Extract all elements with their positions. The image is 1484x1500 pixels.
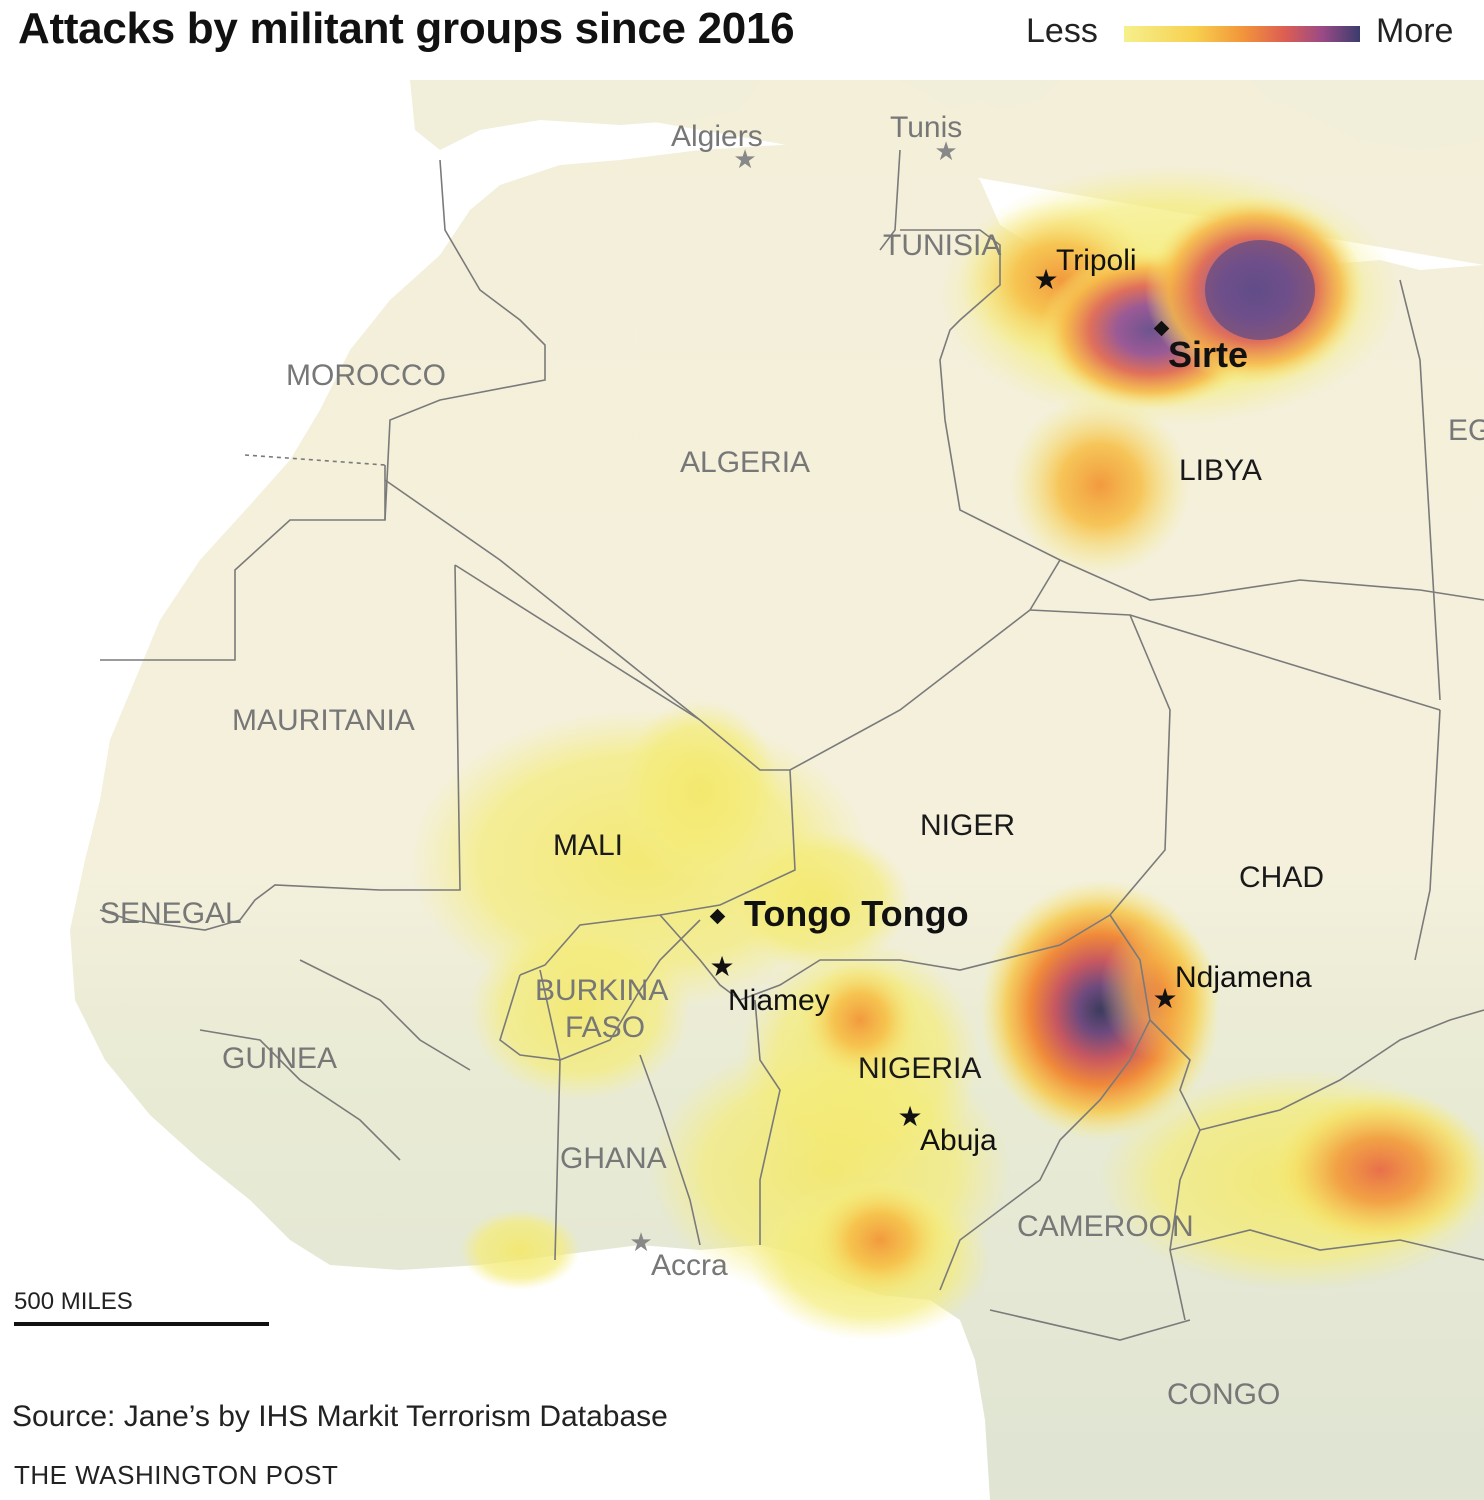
scale-bar-line bbox=[14, 1322, 269, 1326]
city-label-ndjamena: Ndjamena bbox=[1175, 961, 1312, 994]
land-greece bbox=[1250, 80, 1484, 150]
country-label-ghana: GHANA bbox=[560, 1142, 667, 1175]
country-label-egypt: EG bbox=[1448, 414, 1484, 447]
capital-star-icon: ★ bbox=[1033, 264, 1058, 295]
country-label-congo: CONGO bbox=[1167, 1378, 1280, 1411]
country-label-tunisia: TUNISIA bbox=[883, 229, 1001, 262]
country-label-nigeria: NIGERIA bbox=[858, 1052, 981, 1085]
capital-star-icon: ★ bbox=[629, 1227, 652, 1257]
capital-star-icon: ★ bbox=[1152, 983, 1177, 1014]
capital-star-icon: ★ bbox=[897, 1101, 922, 1132]
city-label-tripoli: Tripoli bbox=[1056, 244, 1137, 277]
scale-bar-label: 500 MILES bbox=[14, 1288, 133, 1315]
country-label-chad: CHAD bbox=[1239, 861, 1324, 894]
land-italy bbox=[900, 80, 1060, 110]
country-label-algeria: ALGERIA bbox=[680, 446, 810, 479]
legend-less-label: Less bbox=[1026, 12, 1098, 50]
attack-heatmap bbox=[410, 165, 1484, 1340]
capital-star-icon: ★ bbox=[733, 144, 756, 174]
country-label-senegal: SENEGAL bbox=[100, 897, 242, 930]
city-label-sirte: Sirte bbox=[1168, 334, 1248, 375]
city-label-niamey: Niamey bbox=[728, 984, 830, 1017]
legend-more-label: More bbox=[1376, 12, 1454, 50]
source-note: Source: Jane’s by IHS Markit Terrorism D… bbox=[12, 1400, 668, 1433]
map-canvas: TUNISIA MOROCCO ALGERIA LIBYA EG MAURITA… bbox=[0, 80, 1484, 1500]
city-label-tongo-tongo: Tongo Tongo bbox=[744, 893, 969, 934]
country-label-libya: LIBYA bbox=[1179, 454, 1262, 487]
capital-star-icon: ★ bbox=[934, 136, 957, 166]
country-label-guinea: GUINEA bbox=[222, 1042, 337, 1075]
country-label-mali: MALI bbox=[553, 829, 623, 862]
diamond-marker-icon bbox=[709, 908, 726, 925]
country-label-cameroon: CAMEROON bbox=[1017, 1210, 1194, 1243]
city-label-algiers: Algiers bbox=[671, 120, 763, 153]
intensity-legend: Less More bbox=[1026, 10, 1476, 54]
country-label-burkina: BURKINA bbox=[535, 974, 668, 1007]
city-markers: ★ Algiers ★ Tunis ★ Tripoli Sirte Tongo … bbox=[629, 111, 1312, 1282]
country-label-niger: NIGER bbox=[920, 809, 1015, 842]
city-label-abuja: Abuja bbox=[920, 1124, 997, 1157]
scale-bar: 500 MILES bbox=[14, 1288, 269, 1326]
land-europe bbox=[410, 80, 760, 150]
city-label-accra: Accra bbox=[651, 1249, 728, 1282]
diamond-marker-icon bbox=[1153, 320, 1170, 337]
city-label-tunis: Tunis bbox=[890, 111, 962, 144]
country-borders bbox=[99, 149, 1484, 1341]
legend-gradient-bar bbox=[1124, 26, 1360, 42]
country-label-faso: FASO bbox=[565, 1011, 645, 1044]
publisher-credit: THE WASHINGTON POST bbox=[14, 1460, 339, 1490]
country-label-morocco: MOROCCO bbox=[286, 359, 446, 392]
map-title: Attacks by militant groups since 2016 bbox=[18, 4, 795, 53]
country-label-mauritania: MAURITANIA bbox=[232, 704, 415, 737]
capital-star-icon: ★ bbox=[709, 951, 734, 982]
